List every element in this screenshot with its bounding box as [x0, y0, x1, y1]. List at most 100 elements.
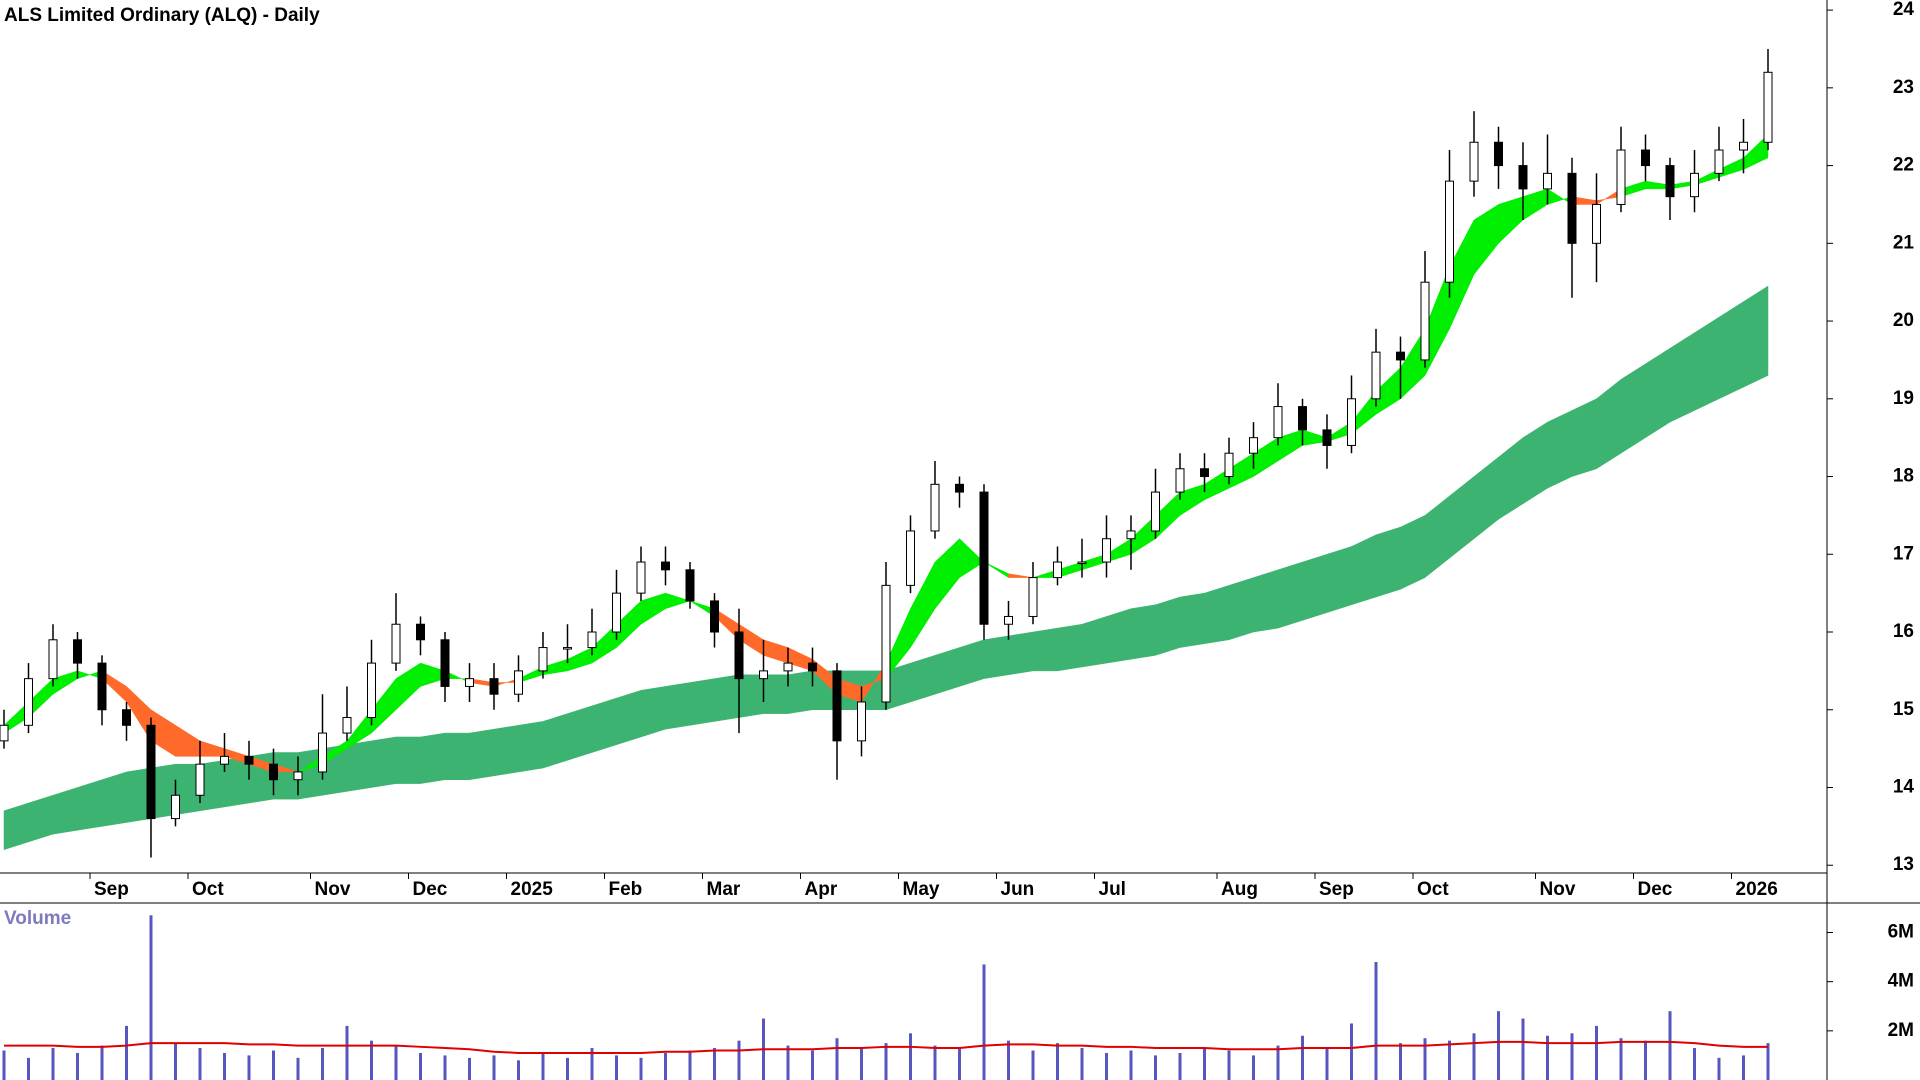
long-band [689, 678, 715, 726]
long-band [1228, 577, 1254, 641]
volume-bar [1031, 1050, 1035, 1080]
chart-title: ALS Limited Ordinary (ALQ) - Daily [4, 5, 320, 26]
volume-bar [590, 1048, 594, 1080]
volume-bar [1105, 1052, 1108, 1080]
long-band [591, 697, 617, 753]
volume-bar [958, 1048, 961, 1080]
long-band [1473, 456, 1499, 540]
candle-body [122, 709, 131, 726]
candle-body [416, 623, 425, 641]
candle-body [465, 678, 474, 687]
long-band [101, 771, 127, 827]
volume-bar [1521, 1018, 1525, 1080]
long-band [1326, 546, 1352, 613]
long-band [640, 686, 666, 738]
candle-body [24, 678, 33, 726]
long-band [1498, 437, 1524, 520]
volume-bar [100, 1045, 104, 1080]
short-band [395, 662, 421, 711]
short-band [199, 740, 225, 757]
candle-body [930, 483, 940, 532]
volume-bar [468, 1057, 471, 1080]
candle-body [146, 724, 156, 820]
volume-title: Volume [4, 908, 71, 929]
volume-bar [1766, 1043, 1770, 1080]
candle-body [734, 631, 744, 680]
candle-body [1151, 491, 1160, 532]
volume-bar [541, 1052, 545, 1080]
long-band [1155, 596, 1181, 656]
candle-body [1739, 141, 1748, 151]
short-band [934, 538, 960, 610]
volume-bar [1717, 1057, 1721, 1080]
long-band [1351, 534, 1377, 606]
candle-body [906, 530, 915, 586]
volume-bar [615, 1055, 618, 1080]
volume-bar [1276, 1045, 1280, 1080]
x-tick-label: Mar [707, 879, 741, 900]
candle-body [318, 732, 327, 773]
x-tick-label: Oct [1417, 879, 1449, 900]
long-band [346, 740, 372, 792]
y-tick-label: 22 [1893, 155, 1914, 176]
short-band [763, 639, 789, 664]
volume-bar [1301, 1035, 1304, 1080]
long-band [665, 682, 691, 730]
volume-bar [1644, 1040, 1647, 1080]
candle-body [489, 678, 499, 695]
candle-body [220, 755, 229, 765]
long-band [77, 779, 103, 831]
candle-body [1249, 437, 1258, 454]
long-band [934, 647, 960, 695]
volume-bar [1595, 1025, 1598, 1080]
candle-body [563, 647, 572, 650]
candle-body [1567, 172, 1577, 244]
volume-bar [1080, 1048, 1084, 1080]
short-band [1008, 573, 1034, 578]
volume-bar [174, 1043, 177, 1080]
x-tick-label: May [903, 879, 940, 900]
y-tick-label: 17 [1893, 543, 1914, 564]
candle-body [1175, 468, 1185, 493]
long-band [763, 674, 789, 714]
candle-body [710, 600, 719, 633]
long-band [1620, 363, 1646, 454]
y-tick-label: 21 [1893, 232, 1915, 253]
candle-body [342, 717, 352, 734]
candle-body [587, 631, 597, 649]
candle-body [48, 639, 58, 680]
volume-bar [835, 1038, 839, 1080]
candle-body [1028, 577, 1038, 617]
long-band [714, 674, 740, 722]
x-tick-label: Oct [192, 879, 224, 900]
volume-bar [713, 1048, 716, 1080]
long-band [469, 728, 495, 781]
candle-body [661, 561, 670, 571]
volume-bar [811, 1050, 814, 1080]
candle-body [979, 491, 989, 625]
volume-bar [1570, 1033, 1574, 1080]
y-tick-label: 14 [1893, 777, 1915, 798]
volume-bar [688, 1050, 692, 1080]
volume-bar [247, 1055, 251, 1080]
volume-bar [149, 915, 153, 1080]
volume-bar [1742, 1055, 1745, 1080]
candle-body [73, 639, 82, 664]
long-band [1547, 410, 1573, 489]
candle-body [514, 670, 523, 695]
candle-body [1298, 406, 1307, 431]
volume-bar [27, 1057, 30, 1080]
candle-body [97, 662, 107, 711]
long-band [395, 736, 421, 784]
candle-body [367, 662, 376, 719]
y-tick-label: 16 [1893, 621, 1914, 642]
long-band [518, 721, 544, 773]
x-tick-label: Feb [609, 879, 643, 900]
candle-body [1077, 561, 1087, 565]
y-tick-label: 13 [1893, 854, 1914, 875]
short-band [1522, 188, 1548, 221]
x-tick-label: Dec [413, 879, 448, 900]
candle-body [1322, 429, 1332, 446]
long-band [1522, 421, 1548, 505]
